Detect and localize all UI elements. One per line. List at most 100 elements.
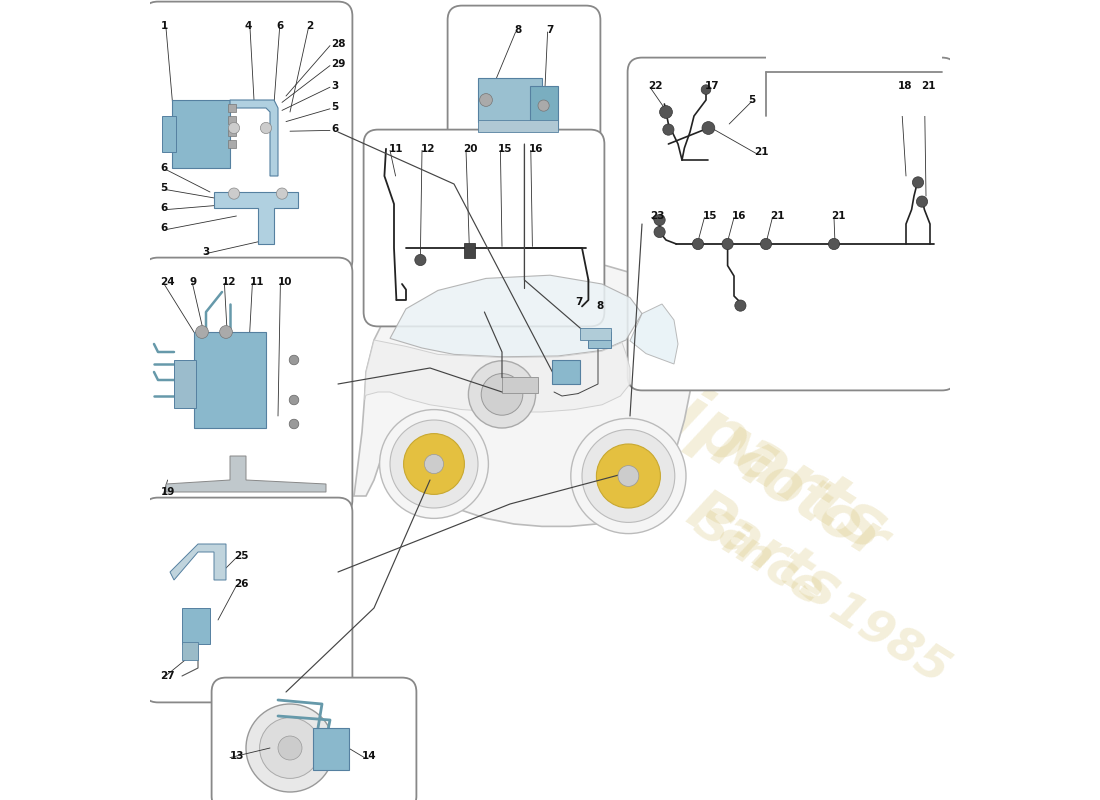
Circle shape [276, 188, 287, 199]
Text: 7: 7 [546, 26, 553, 35]
Text: 19: 19 [161, 487, 175, 497]
FancyBboxPatch shape [628, 58, 956, 390]
Text: 4: 4 [244, 21, 252, 30]
Text: Since 1985: Since 1985 [686, 499, 958, 693]
Text: 6: 6 [276, 21, 284, 30]
Text: 22: 22 [648, 81, 663, 90]
Bar [502, 377, 538, 393]
Text: 5: 5 [161, 183, 167, 193]
Circle shape [916, 196, 927, 207]
Circle shape [196, 326, 208, 338]
Text: 15: 15 [703, 211, 717, 221]
Polygon shape [230, 100, 278, 176]
Text: 18: 18 [898, 81, 913, 90]
Circle shape [582, 430, 674, 522]
Text: 1: 1 [161, 21, 167, 30]
FancyBboxPatch shape [144, 498, 352, 702]
Text: 14: 14 [362, 751, 376, 761]
Bar [766, 56, 942, 116]
Text: 8: 8 [514, 26, 521, 35]
Text: 25: 25 [234, 551, 249, 561]
Circle shape [654, 214, 666, 226]
Text: 11: 11 [388, 144, 403, 154]
Text: 21: 21 [770, 211, 784, 221]
Circle shape [663, 124, 674, 135]
Text: 23: 23 [650, 211, 664, 221]
FancyBboxPatch shape [448, 6, 601, 158]
Bar [463, 243, 475, 258]
FancyBboxPatch shape [364, 130, 604, 326]
Circle shape [660, 106, 672, 118]
Circle shape [469, 361, 536, 428]
Circle shape [260, 718, 320, 778]
Text: 3: 3 [202, 247, 209, 257]
Text: 28: 28 [331, 39, 346, 49]
Text: 21: 21 [832, 211, 846, 221]
Bar [229, 140, 236, 148]
Text: 21: 21 [754, 147, 769, 157]
Text: 13: 13 [230, 751, 244, 761]
Bar [581, 328, 611, 340]
FancyBboxPatch shape [144, 2, 352, 274]
Polygon shape [214, 192, 298, 244]
Text: 6: 6 [161, 163, 167, 173]
Circle shape [692, 238, 704, 250]
Text: 12: 12 [222, 277, 236, 286]
Text: 26: 26 [234, 579, 249, 589]
Text: 15: 15 [498, 144, 513, 154]
Circle shape [415, 254, 426, 266]
Polygon shape [364, 340, 630, 412]
Circle shape [220, 326, 232, 338]
Circle shape [538, 100, 549, 111]
Text: 11: 11 [250, 277, 264, 286]
Polygon shape [390, 275, 642, 357]
Text: Motor
Parts: Motor Parts [667, 420, 898, 628]
Circle shape [571, 418, 686, 534]
Bar [229, 116, 236, 124]
Circle shape [480, 94, 493, 106]
Circle shape [481, 374, 522, 415]
Text: 8: 8 [596, 301, 604, 310]
Text: 6: 6 [161, 203, 167, 213]
Circle shape [278, 736, 303, 760]
Polygon shape [354, 260, 692, 526]
Bar [478, 120, 558, 132]
Text: 3: 3 [331, 81, 339, 90]
Text: 5: 5 [748, 95, 756, 105]
FancyBboxPatch shape [144, 258, 352, 514]
Bar [173, 100, 230, 168]
Text: 20: 20 [463, 144, 478, 154]
Bar [229, 128, 236, 136]
Circle shape [289, 419, 299, 429]
Circle shape [912, 177, 924, 188]
Circle shape [289, 355, 299, 365]
Text: 29: 29 [331, 59, 346, 69]
Polygon shape [170, 544, 226, 580]
Polygon shape [630, 304, 678, 364]
Bar [174, 360, 197, 408]
Text: 27: 27 [161, 671, 175, 681]
Circle shape [425, 454, 443, 474]
Text: 2: 2 [306, 21, 313, 30]
Text: elliparts: elliparts [576, 330, 899, 566]
Bar [182, 642, 198, 660]
Text: 16: 16 [732, 211, 746, 221]
Circle shape [596, 444, 660, 508]
Circle shape [404, 434, 464, 494]
Circle shape [618, 466, 639, 486]
Circle shape [246, 704, 334, 792]
Circle shape [379, 410, 488, 518]
Circle shape [760, 238, 771, 250]
Bar [588, 332, 610, 348]
Bar [552, 360, 581, 384]
Circle shape [229, 188, 240, 199]
Text: 17: 17 [704, 81, 719, 90]
Bar [182, 608, 210, 644]
Bar [162, 116, 176, 152]
Circle shape [702, 122, 715, 134]
Circle shape [735, 300, 746, 311]
Bar [478, 78, 542, 122]
Text: 10: 10 [278, 277, 293, 286]
Circle shape [722, 238, 734, 250]
Circle shape [828, 238, 839, 250]
